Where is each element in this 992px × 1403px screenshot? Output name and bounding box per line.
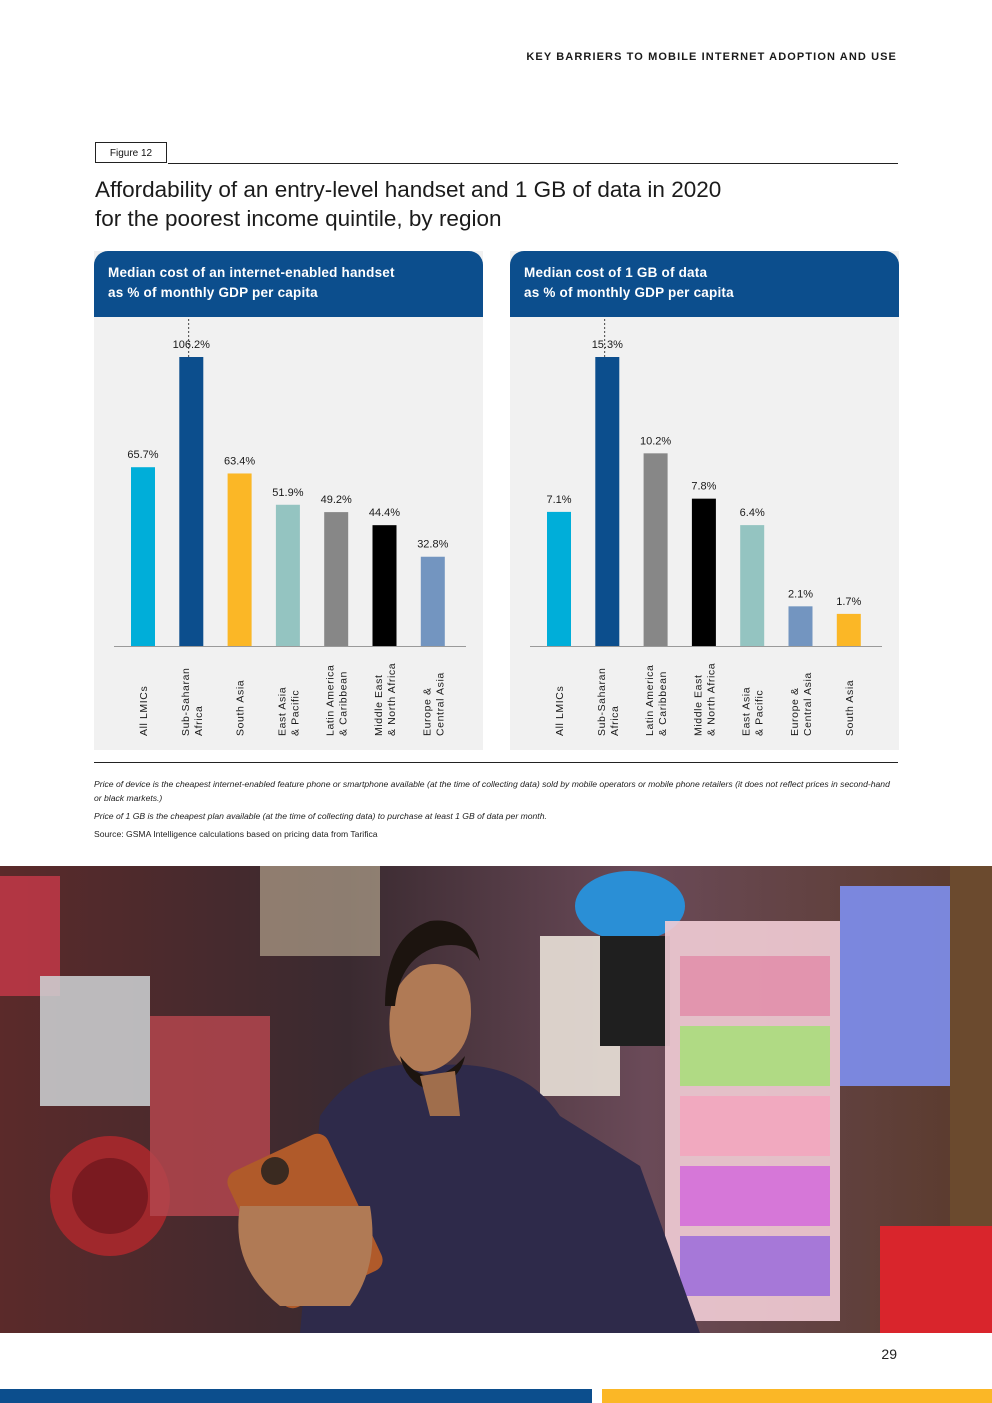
photo-illustration — [0, 866, 992, 1333]
data-label-0: 7.1% — [546, 494, 571, 506]
data-label-6: 32.8% — [417, 539, 448, 551]
category-label-line: Africa — [609, 706, 621, 736]
data-label-5: 44.4% — [369, 507, 400, 519]
data-cost-chart: Median cost of 1 GB of data as % of mont… — [510, 251, 899, 750]
category-label-line: & Caribbean — [657, 671, 669, 736]
category-label-0: All LMICs — [554, 686, 566, 736]
figure-label: Figure 12 — [95, 142, 167, 163]
data-label-3: 7.8% — [691, 481, 716, 493]
figure-title: Affordability of an entry-level handset … — [95, 177, 722, 231]
category-label-5: Middle East & North Africa — [373, 663, 398, 736]
category-label-line: South Asia — [844, 680, 856, 736]
category-label-line: South Asia — [235, 680, 247, 736]
category-label-line: Sub-Saharan — [180, 668, 192, 736]
data-label-1: 106.2% — [173, 339, 211, 351]
data-label-2: 63.4% — [224, 455, 255, 467]
bar-6 — [420, 556, 445, 646]
category-label-line: Sub-Saharan — [596, 668, 608, 736]
category-label-3: Middle East & North Africa — [692, 663, 717, 736]
category-label-6: South Asia — [844, 680, 856, 736]
category-label-line: Africa — [193, 706, 205, 736]
category-label-3: East Asia & Pacific — [276, 687, 301, 736]
category-label-line: Middle East — [373, 675, 385, 736]
notes-rule — [94, 762, 898, 763]
data-label-1: 15.3% — [592, 339, 623, 351]
handset-chart-plot: 65.7% All LMICs 106.2% Sub-Saharan Africa 63.… — [114, 319, 466, 736]
handset-chart-header: Median cost of an internet-enabled hands… — [94, 251, 483, 317]
category-label-line: Middle East — [692, 675, 704, 736]
category-label-0: All LMICs — [138, 686, 150, 736]
bar-5 — [372, 525, 397, 646]
bar-1 — [179, 357, 204, 646]
category-label-4: East Asia & Pacific — [741, 687, 766, 736]
data-label-4: 49.2% — [321, 494, 352, 506]
category-label-2: South Asia — [235, 680, 247, 736]
category-label-1: Sub-Saharan Africa — [180, 668, 205, 736]
category-label-line: Europe & — [789, 687, 801, 736]
bar-1 — [595, 357, 620, 646]
bar-6 — [836, 613, 861, 646]
data-label-6: 1.7% — [836, 596, 861, 608]
photo-man-with-phone — [0, 866, 992, 1333]
figure-notes: Price of device is the cheapest internet… — [94, 762, 898, 841]
data-label-4: 6.4% — [740, 507, 765, 519]
data-chart-plot: 7.1% All LMICs 15.3% Sub-Saharan Africa 10.2%… — [530, 319, 882, 736]
data-chart-header: Median cost of 1 GB of data as % of mont… — [510, 251, 899, 317]
category-label-line: All LMICs — [554, 686, 566, 736]
handset-chart-title-line1: Median cost of an internet-enabled hands… — [108, 265, 395, 280]
category-label-line: & Pacific — [754, 690, 766, 736]
data-chart-title-line1: Median cost of 1 GB of data — [524, 265, 708, 280]
bar-0 — [131, 467, 155, 646]
note-data-price: Price of 1 GB is the cheapest plan avail… — [94, 811, 547, 821]
category-label-line: Europe & — [421, 687, 433, 736]
category-label-line: All LMICs — [138, 686, 150, 736]
footer-bar-blue — [0, 1389, 592, 1403]
category-label-line: Latin America — [325, 665, 337, 736]
note-device-price: Price of device is the cheapest internet… — [94, 779, 890, 803]
bar-2 — [643, 453, 668, 646]
category-label-1: Sub-Saharan Africa — [596, 668, 621, 736]
data-label-2: 10.2% — [640, 435, 671, 447]
category-label-line: & Caribbean — [338, 671, 350, 736]
data-label-5: 2.1% — [788, 588, 813, 600]
category-label-line: East Asia — [741, 687, 753, 736]
category-label-2: Latin America & Caribbean — [644, 665, 669, 736]
category-label-line: & Pacific — [289, 690, 301, 736]
category-label-line: East Asia — [276, 687, 288, 736]
category-label-line: Central Asia — [802, 672, 814, 736]
category-label-line: & North Africa — [386, 663, 398, 736]
running-header: KEY BARRIERS TO MOBILE INTERNET ADOPTION… — [526, 51, 897, 63]
bar-0 — [547, 511, 571, 646]
bar-4 — [324, 512, 349, 646]
figure-rule — [168, 163, 898, 164]
category-label-5: Europe & Central Asia — [789, 672, 814, 736]
handset-cost-chart: Median cost of an internet-enabled hands… — [94, 251, 483, 750]
bar-2 — [227, 473, 252, 646]
page-number: 29 — [881, 1346, 897, 1362]
category-label-6: Europe & Central Asia — [421, 672, 446, 736]
bar-3 — [691, 498, 716, 646]
source-note: Source: GSMA Intelligence calculations b… — [94, 829, 378, 839]
data-chart-title-line2: as % of monthly GDP per capita — [524, 285, 734, 300]
bar-4 — [740, 525, 765, 646]
category-label-line: Latin America — [644, 665, 656, 736]
bar-3 — [275, 504, 300, 646]
category-label-line: Central Asia — [434, 672, 446, 736]
data-label-3: 51.9% — [272, 487, 303, 499]
footer-bar-yellow — [602, 1389, 992, 1403]
category-label-line: & North Africa — [705, 663, 717, 736]
category-label-4: Latin America & Caribbean — [325, 665, 350, 736]
bar-5 — [788, 606, 813, 646]
handset-chart-title-line2: as % of monthly GDP per capita — [108, 285, 318, 300]
data-label-0: 65.7% — [127, 449, 158, 461]
